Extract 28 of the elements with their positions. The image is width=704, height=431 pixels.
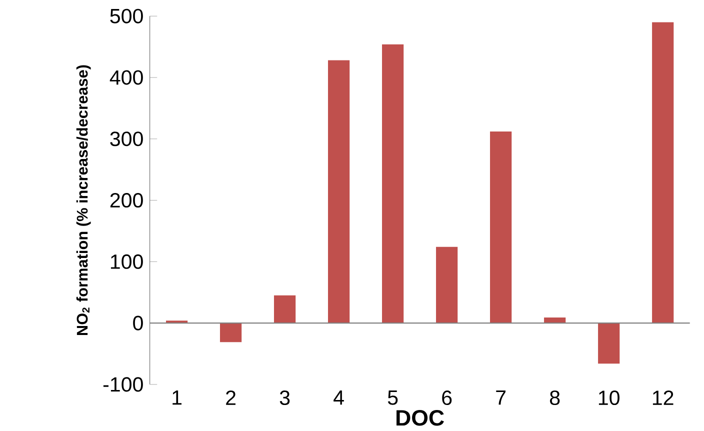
y-tick-label: 200 <box>110 193 143 208</box>
x-tick-label: 12 <box>652 390 674 405</box>
x-tick-label: 1 <box>172 390 182 405</box>
bar <box>490 132 512 324</box>
bar <box>328 60 350 324</box>
x-tick-label: 7 <box>496 390 506 405</box>
y-axis-title: NO$_{2}$ formation (% increase/decrease) <box>76 65 91 336</box>
bar <box>274 296 296 324</box>
y-tick-label: 0 <box>133 316 143 330</box>
x-tick-label: 10 <box>598 390 620 406</box>
bar <box>436 247 458 324</box>
x-tick-label: 3 <box>280 390 290 406</box>
x-tick-label: 4 <box>334 390 344 405</box>
x-axis-title: DOC <box>396 410 444 426</box>
bar <box>220 323 242 342</box>
y-tick-label: 100 <box>110 254 143 270</box>
x-tick-label: 6 <box>442 390 452 406</box>
bar <box>598 323 620 364</box>
x-tick-label: 5 <box>388 390 398 405</box>
y-tick-label: 300 <box>110 132 143 146</box>
y-tick-label: -100 <box>103 377 143 392</box>
y-tick-label: 500 <box>110 8 143 24</box>
bar <box>382 44 404 324</box>
bar <box>652 22 674 324</box>
bar <box>544 318 566 324</box>
x-tick-label: 8 <box>550 390 560 406</box>
x-tick-label: 2 <box>226 390 236 405</box>
y-tick-label: 400 <box>110 70 143 85</box>
